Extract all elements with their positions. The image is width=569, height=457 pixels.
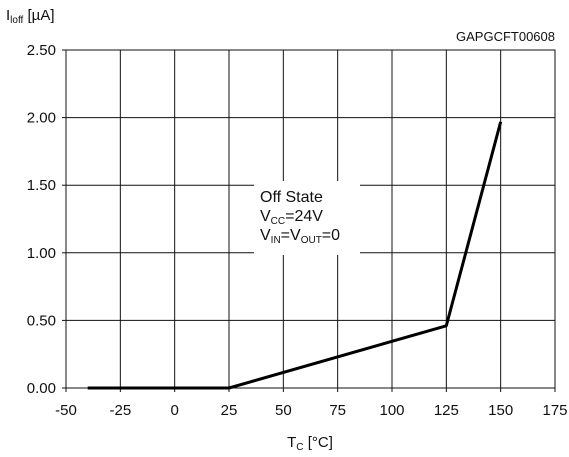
chart-code: GAPGCFT00608 — [456, 29, 555, 44]
annotation-vcc-subscript: CC — [271, 216, 285, 227]
x-tick-labels: -50 -25 0 25 50 75 100 125 150 175 — [55, 402, 567, 419]
x-tick-label: -50 — [55, 402, 77, 419]
x-tick-label: -25 — [109, 402, 131, 419]
y-axis-label: Iloff [µA] — [6, 7, 55, 26]
x-tick-label: 75 — [329, 402, 346, 419]
annotation-vcc-symbol: V — [260, 208, 271, 225]
annotation-line-1: Off State — [260, 189, 323, 206]
annotation-line-3: VIN=VOUT=0 — [260, 227, 340, 246]
y-tick-label: 2.00 — [27, 110, 56, 127]
y-axis-unit: [µA] — [23, 7, 54, 24]
y-tick-label: 2.50 — [27, 42, 56, 59]
series-layer — [87, 121, 503, 390]
x-tick-label: 25 — [221, 402, 238, 419]
x-axis-unit: [°C] — [304, 434, 333, 451]
x-axis-symbol: T — [287, 434, 296, 451]
x-tick-label: 175 — [542, 402, 567, 419]
y-tick-label: 0.00 — [27, 380, 56, 397]
y-tick-label: 1.00 — [27, 245, 56, 262]
annotation-vin-subscript: IN — [271, 235, 281, 246]
x-axis-subscript: C — [296, 442, 303, 453]
annotation-vin-symbol: V — [260, 227, 271, 244]
x-tick-label: 50 — [275, 402, 292, 419]
annotation-box — [254, 181, 360, 255]
x-tick-label: 150 — [488, 402, 513, 419]
annotation-line-2: VCC=24V — [260, 208, 323, 227]
y-axis-subscript: loff — [10, 15, 23, 26]
y-axis-symbol: I — [6, 7, 10, 24]
y-tick-label: 1.50 — [27, 177, 56, 194]
series-line — [87, 121, 503, 390]
annotation-vcc-value: =24V — [285, 208, 323, 225]
x-tick-label: 100 — [379, 402, 404, 419]
plot-frame — [65, 49, 556, 389]
annotation-vout-subscript: OUT — [301, 235, 322, 246]
x-tick-label: 125 — [434, 402, 459, 419]
annotation-eq-vout: =V — [281, 227, 301, 244]
x-axis-label: TC [°C] — [287, 434, 333, 453]
y-tick-label: 0.50 — [27, 312, 56, 329]
y-tick-labels: 0.00 0.50 1.00 1.50 2.00 2.50 — [27, 42, 56, 397]
annotation-vout-value: =0 — [322, 227, 340, 244]
x-tick-label: 0 — [170, 402, 178, 419]
